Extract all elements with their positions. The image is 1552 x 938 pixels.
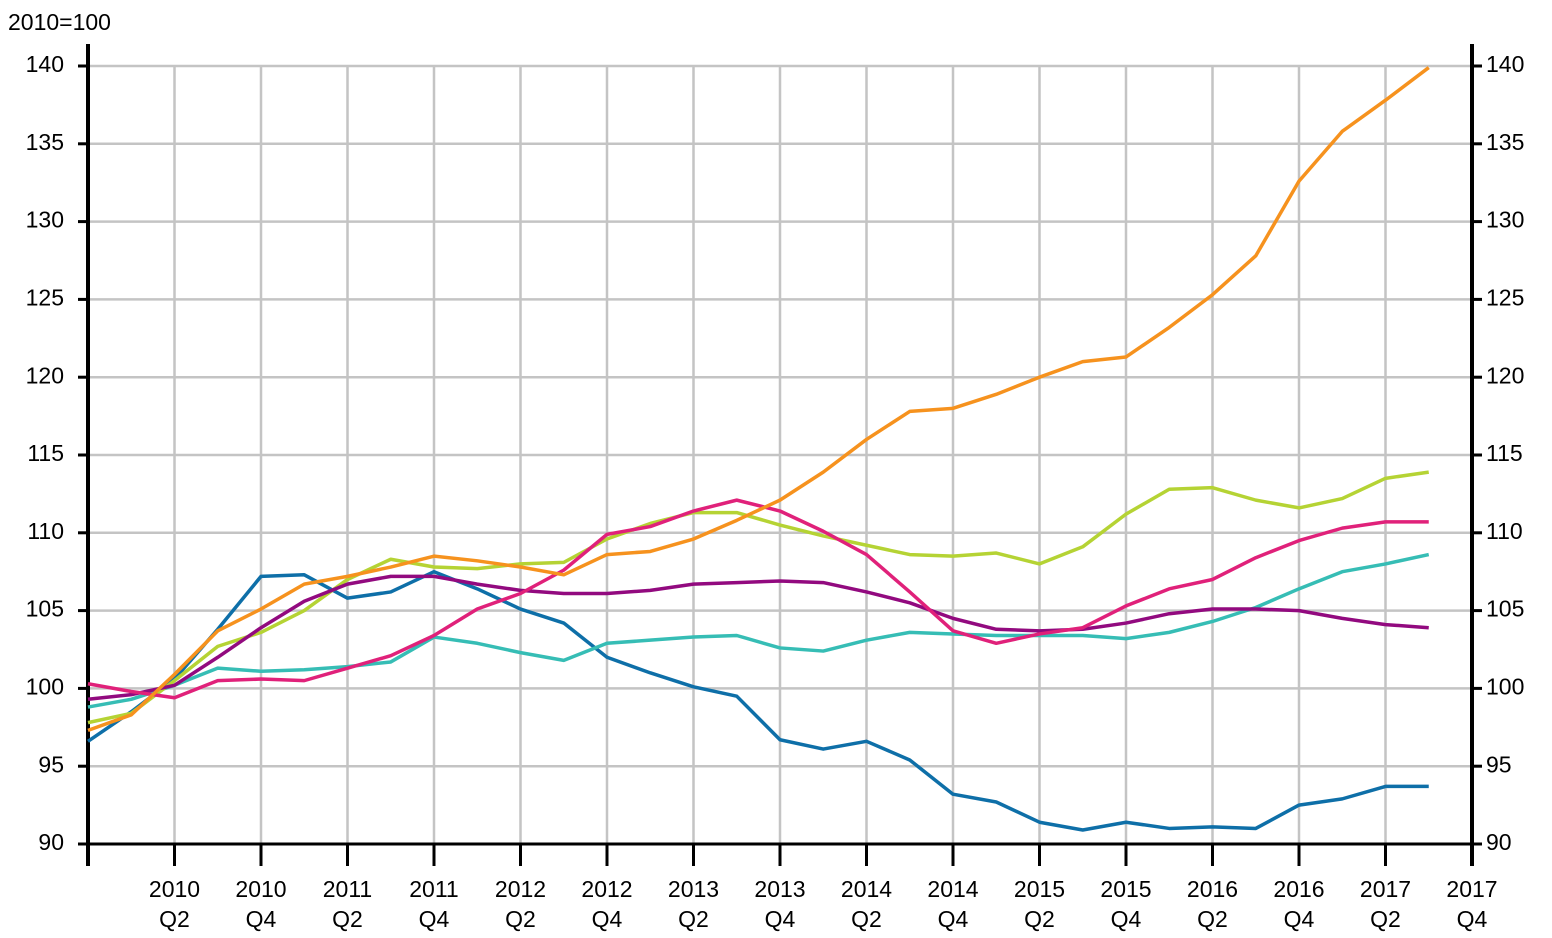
y2-tick-label: 125 [1486,284,1524,310]
y-tick-label: 90 [38,829,64,855]
x-tick-label: 2010 Q2 [148,876,201,932]
x-tick-label: 2015 Q2 [1013,876,1066,932]
y2-tick-label: 120 [1486,362,1524,388]
y-tick-label: 135 [26,129,64,155]
series-line [87,470,1429,725]
x-tick-label: 2010 Q4 [235,876,287,932]
x-tick-label: 2014 Q2 [840,876,893,932]
y-tick-label: 130 [26,207,64,233]
x-tick-label: 2014 Q4 [927,876,979,932]
x-tick-label: 2016 Q4 [1273,876,1325,932]
series-line [87,66,1430,733]
series-line [87,552,1430,709]
y-tick-label: 125 [26,284,64,310]
series-line [87,498,1429,700]
y-tick-label: 110 [27,518,64,544]
x-tick-label: 2013 Q2 [667,876,720,932]
y-tick-label: 120 [26,362,64,388]
y2-tick-label: 90 [1486,829,1512,855]
y-tick-label: 105 [26,596,64,622]
x-tick-label: 2016 Q2 [1186,876,1239,932]
y2-tick-label: 130 [1486,207,1524,233]
y2-tick-label: 110 [1486,518,1523,544]
y2-tick-label: 105 [1486,596,1524,622]
y-tick-label: 95 [38,751,64,777]
x-tick-label: 2017 Q4 [1446,876,1498,932]
y2-tick-label: 140 [1486,51,1524,77]
x-tick-label: 2011 Q2 [322,876,373,932]
x-tick-label: 2015 Q4 [1100,876,1152,932]
y2-tick-label: 135 [1486,129,1524,155]
x-tick-label: 2012 Q2 [494,876,547,932]
series-line [87,569,1429,832]
x-tick-label: 2011 Q4 [409,876,459,932]
y2-tick-label: 100 [1486,673,1524,699]
y2-tick-label: 95 [1486,751,1512,777]
y-tick-label: 115 [27,440,64,466]
y-axis-label: 2010=100 [8,9,111,35]
y-tick-label: 100 [26,673,64,699]
y-tick-label: 140 [26,51,64,77]
y2-tick-label: 115 [1486,440,1523,466]
x-tick-label: 2012 Q4 [581,876,633,932]
x-tick-label: 2017 Q2 [1359,876,1412,932]
x-tick-label: 2013 Q4 [754,876,806,932]
series-line [87,574,1429,702]
